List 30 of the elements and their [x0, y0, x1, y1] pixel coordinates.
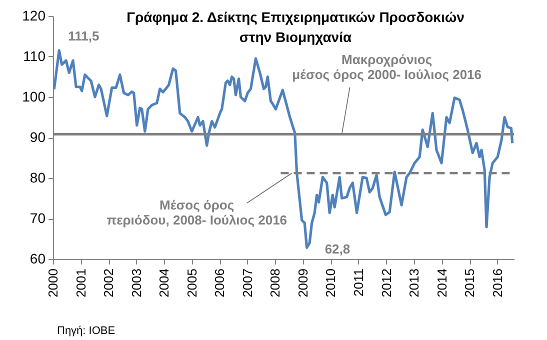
x-tick-label: 2013 — [406, 268, 422, 298]
x-tick-label: 2004 — [156, 268, 172, 298]
x-tick-label: 2016 — [490, 268, 505, 298]
x-tick-label: 2002 — [101, 268, 116, 298]
x-tick-label: 2005 — [184, 268, 200, 298]
x-tick-label: 2009 — [295, 268, 310, 298]
annotation: Μέσος όρος περιόδου, 2008- Ιούλιος 2016 — [106, 198, 288, 228]
annotation: 111,5 — [68, 28, 100, 44]
x-tick-label: 2012 — [378, 268, 394, 298]
annotation: 62,8 — [324, 242, 350, 257]
x-tick-label: 2000 — [46, 268, 60, 298]
y-tick-label: 60 — [30, 250, 46, 266]
y-tick-label: 70 — [30, 210, 46, 226]
y-tick-label: 110 — [23, 48, 46, 64]
y-tick-label: 100 — [22, 88, 46, 104]
x-tick-label: 2010 — [323, 268, 338, 298]
x-tick-label: 2003 — [128, 268, 144, 298]
y-tick-label: 120 — [22, 8, 46, 24]
y-tick-label: 80 — [30, 170, 46, 186]
chart-title: Γράφημα 2. Δείκτης Επιχειρηματικών Προσδοκιών στην Βιομηχανία — [126, 9, 465, 45]
x-tick-label: 2006 — [212, 268, 228, 298]
x-tick-label: 2001 — [73, 268, 88, 298]
x-tick-label: 2008 — [268, 268, 283, 298]
text: Πηγή: ΙΟΒΕ — [57, 325, 116, 337]
x-tick-label: 2015 — [462, 268, 478, 298]
y-tick-label: 90 — [30, 129, 46, 145]
annotation: Μακροχρόνιος μέσος όρος 2000- Ιούλιος 2016 — [292, 52, 482, 82]
x-tick-label: 2014 — [434, 268, 450, 298]
x-tick-label: 2011 — [350, 268, 366, 296]
x-tick-label: 2007 — [240, 268, 255, 298]
